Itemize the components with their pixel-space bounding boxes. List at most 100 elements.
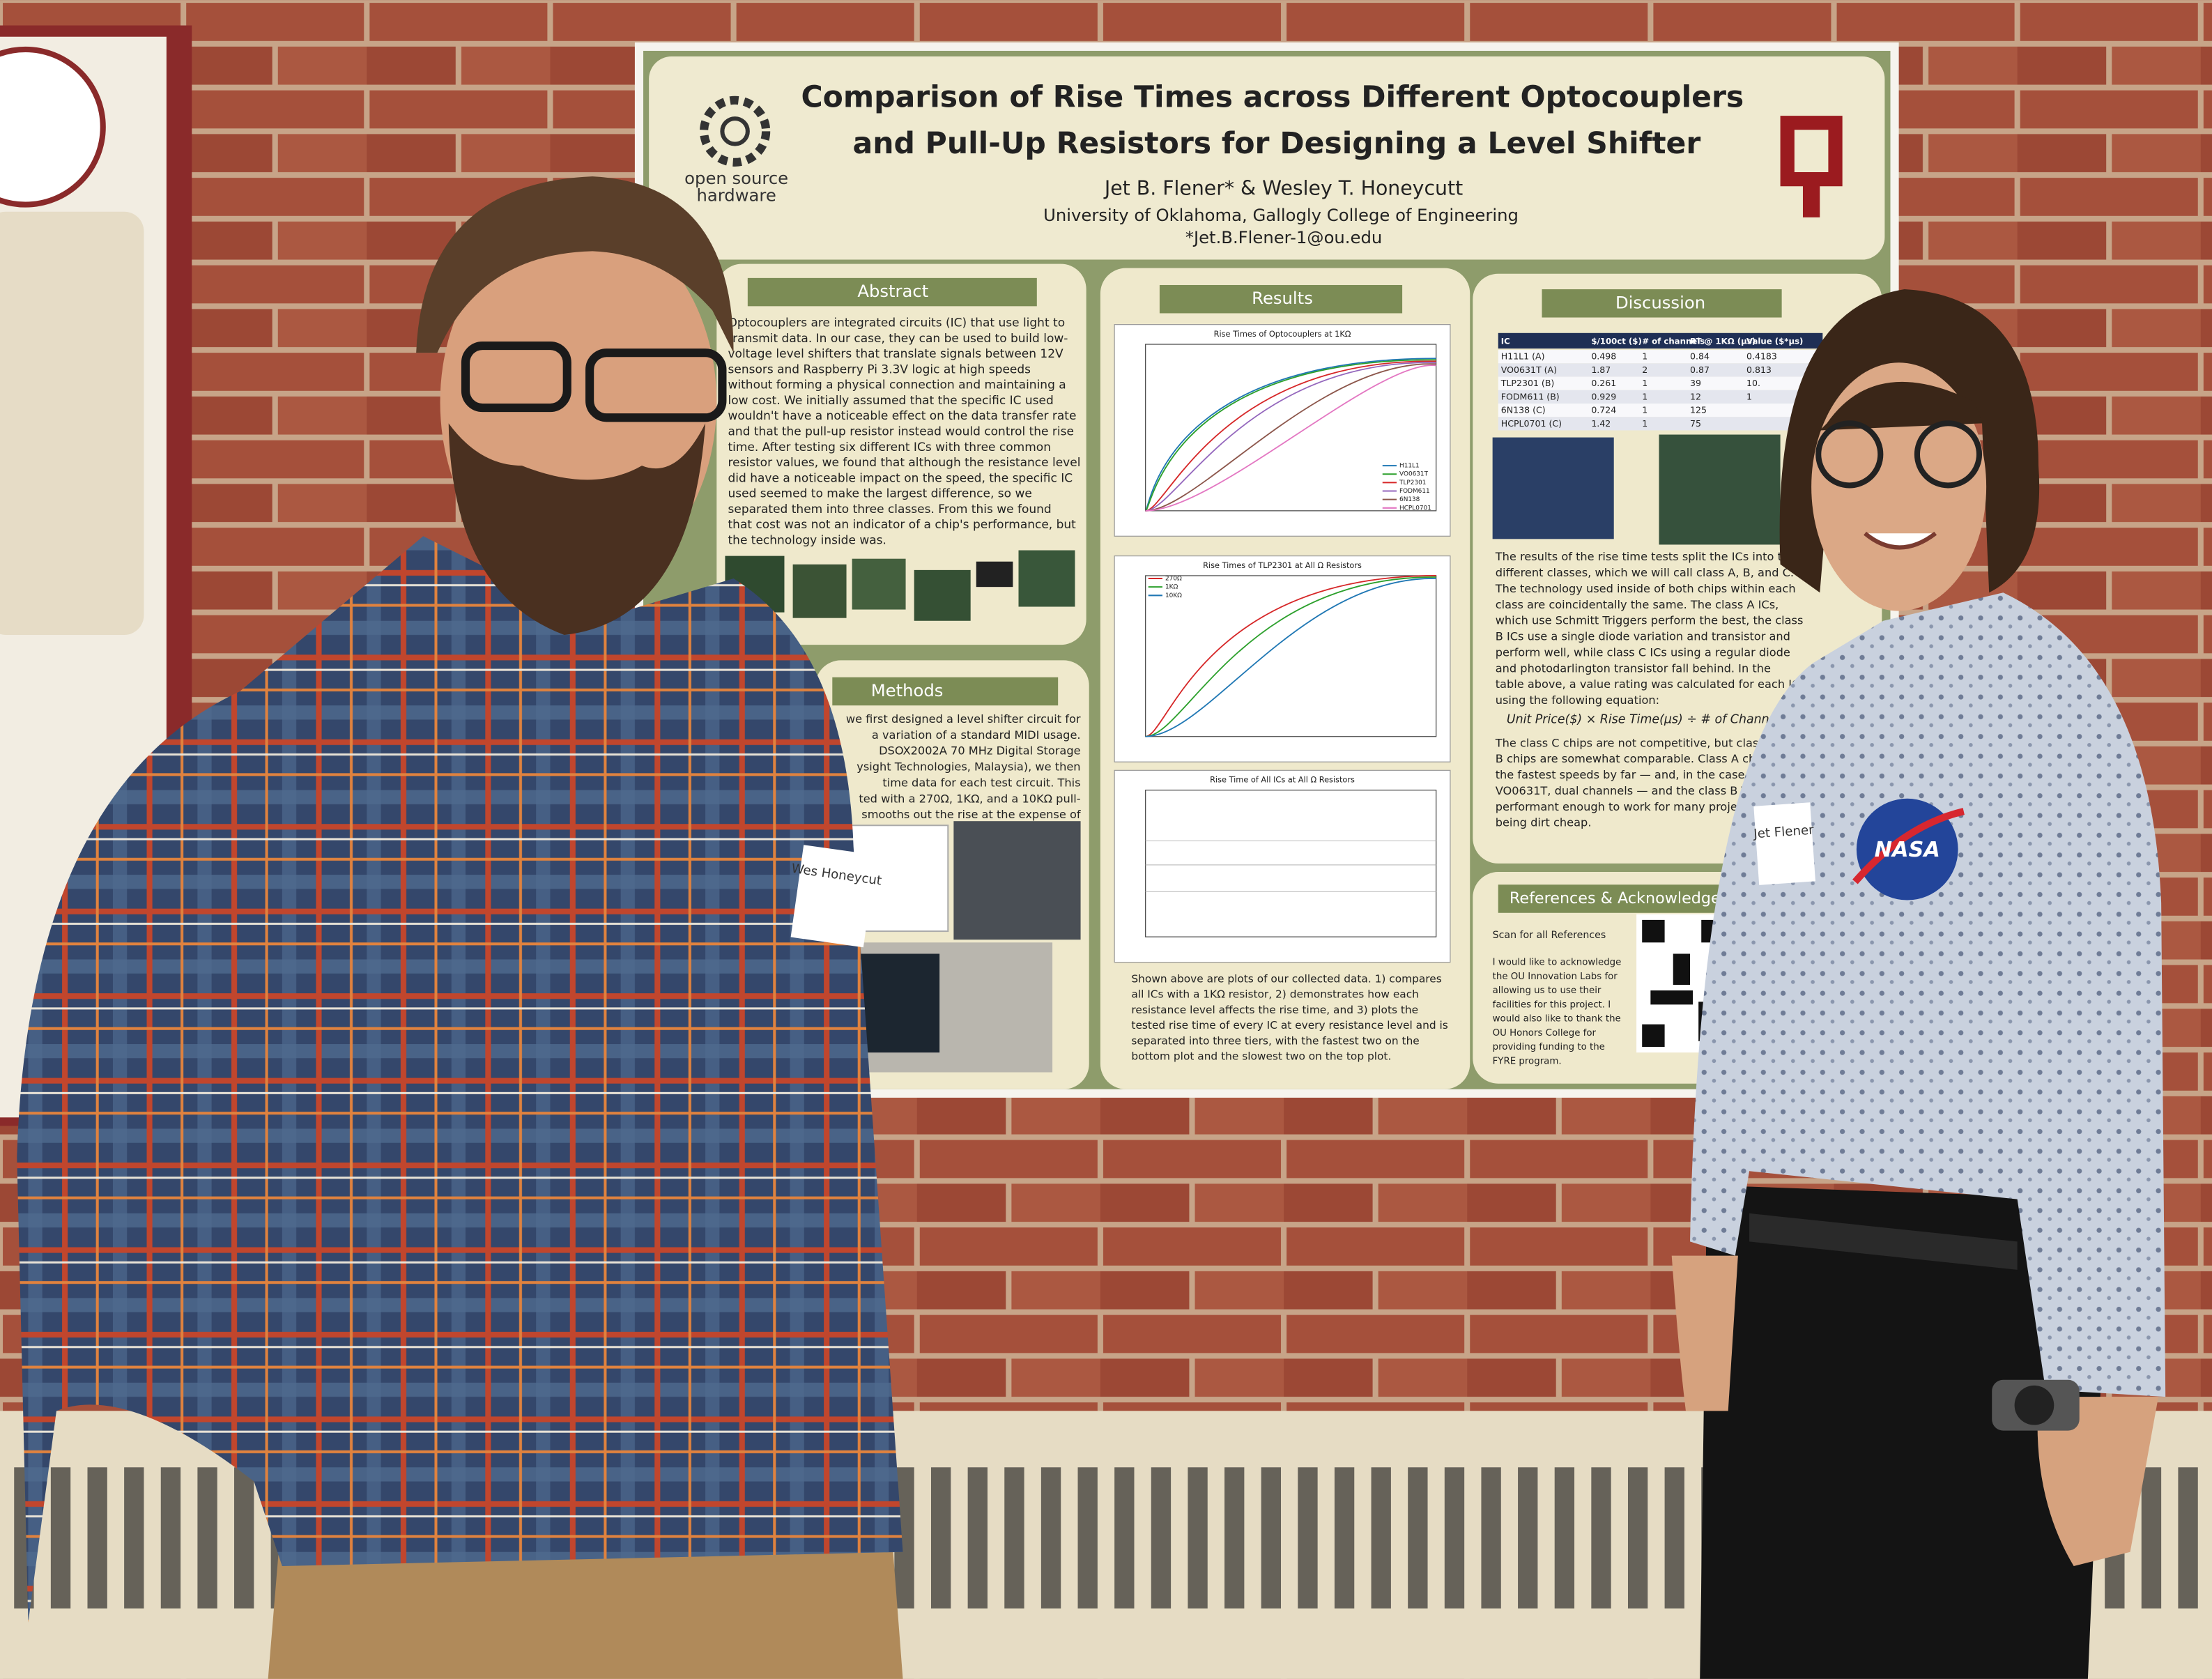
- vent-slot: [1261, 1467, 1282, 1609]
- table-cell: 1.42: [1591, 418, 1611, 429]
- methods-heading-bar: [832, 677, 1059, 706]
- text-line: separated them into three classes. From …: [728, 503, 1052, 516]
- table-cell: VO0631T (A): [1501, 365, 1557, 375]
- qr-module: [1642, 919, 1665, 943]
- text-line: a variation of a standard MIDI usage.: [872, 728, 1081, 742]
- hair: [1779, 289, 2040, 593]
- table-cell: 1: [1642, 391, 1648, 401]
- side-poster-panel: [0, 211, 144, 635]
- text-line: The class C chips are not competitive, b…: [1495, 736, 1776, 749]
- side-poster-logo: [0, 46, 106, 208]
- text-line: smooths out the rise at the expense of: [861, 808, 1081, 821]
- legend-label: VO0631T: [1399, 471, 1429, 478]
- text-line: FYRE program.: [1493, 1056, 1562, 1066]
- text-line: resistor values, we found that although …: [728, 456, 1081, 470]
- table-header: IC: [1501, 336, 1510, 346]
- plot-title: Rise Times of TLP2301 at All Ω Resistors: [1203, 560, 1362, 570]
- legend-label: H11L1: [1399, 463, 1420, 470]
- table-cell: 1: [1642, 351, 1648, 362]
- text-line: perform well, while class C ICs using a …: [1496, 645, 1790, 659]
- table-row-bg: [1498, 390, 1823, 404]
- table-cell: 6N138 (C): [1501, 405, 1546, 415]
- results-heading: Results: [1252, 288, 1313, 308]
- text-line: used seemed to make the largest differen…: [728, 487, 1032, 501]
- discussion-heading: Discussion: [1615, 292, 1705, 312]
- glasses: [585, 348, 727, 422]
- text-line: low cost. We initially assumed that the …: [728, 394, 1054, 408]
- table-header-bg: [1498, 332, 1823, 349]
- methods-heading: Methods: [871, 680, 944, 700]
- table-cell: TLP2301 (B): [1500, 378, 1555, 388]
- table-cell: 1.87: [1591, 365, 1611, 375]
- text-line: separated into three tiers, with the fas…: [1131, 1034, 1419, 1047]
- plot-title: Rise Time of All ICs at All Ω Resistors: [1210, 774, 1355, 784]
- text-line: sensors and Raspberry Pi 3.3V logic at h…: [728, 362, 1031, 376]
- text-line: B ICs use a single diode variation and t…: [1496, 630, 1790, 643]
- vent-slot: [1371, 1467, 1391, 1609]
- vent-slot: [1334, 1467, 1355, 1609]
- table-row-bg: [1498, 404, 1823, 417]
- abstract-heading: Abstract: [857, 281, 928, 301]
- text-line: ysight Technologies, Malaysia), we then: [857, 760, 1080, 774]
- text-line: bottom plot and the slowest two on the t…: [1131, 1050, 1391, 1063]
- table-cell: 125: [1690, 405, 1707, 415]
- text-line: tested rise time of every IC at every re…: [1131, 1019, 1447, 1032]
- text-line: being dirt cheap.: [1496, 816, 1592, 829]
- text-line: different classes, which we will call cl…: [1496, 566, 1794, 579]
- vent-slot: [1224, 1467, 1245, 1609]
- vent-slot: [1664, 1467, 1684, 1609]
- text-line: time. After testing six different ICs wi…: [728, 440, 1051, 454]
- name-tag: Jet Flener: [1753, 802, 1815, 885]
- table-cell: 1: [1642, 378, 1648, 388]
- glasses: [461, 341, 571, 413]
- table-cell: 0.724: [1591, 405, 1616, 415]
- board-photo: [1492, 437, 1614, 539]
- text-line: which use Schmitt Triggers perform the b…: [1496, 614, 1804, 627]
- text-line: that cost was not an indicator of a chip…: [728, 518, 1077, 532]
- text-line: B chips are somewhat comparable. Class A…: [1496, 752, 1772, 765]
- table-cell: 0.4183: [1746, 351, 1777, 362]
- plot-curve: [1145, 363, 1436, 512]
- smile: [1864, 531, 1937, 550]
- patterned-shirt: [1690, 592, 2166, 1397]
- table-row-bg: [1498, 417, 1823, 431]
- text-line: all ICs with a 1KΩ resistor, 2) demonstr…: [1131, 988, 1418, 1001]
- glasses: [1815, 420, 1884, 489]
- vent-slot: [1188, 1467, 1208, 1609]
- table-cell: 12: [1690, 391, 1701, 401]
- table-cell: 0.261: [1591, 378, 1616, 388]
- chip-photo: [1018, 550, 1075, 607]
- chip-photo: [852, 558, 906, 610]
- plot-curve: [1145, 365, 1436, 512]
- text-line: and photodarlington transistor fall behi…: [1496, 661, 1771, 675]
- vent-slot: [1444, 1467, 1465, 1609]
- discussion-heading-bar: [1542, 289, 1782, 318]
- vent-slot: [1077, 1467, 1098, 1609]
- poster-authors: Jet B. Flener* & Wesley T. Honeycutt: [1103, 176, 1463, 199]
- poster-title: and Pull-Up Resistors for Designing a Le…: [853, 127, 1701, 161]
- vent-slot: [2178, 1467, 2198, 1609]
- legend-label: 10KΩ: [1165, 592, 1182, 599]
- plot-frame: [1114, 769, 1451, 963]
- table-header: Value ($*µs): [1746, 336, 1803, 346]
- table-header: $/100ct ($): [1591, 336, 1642, 346]
- qr-module: [1642, 1024, 1665, 1048]
- plots: Rise Times of Optocouplers at 1KΩ Rise Ti…: [1114, 324, 1451, 963]
- table-cell: 75: [1690, 418, 1701, 429]
- text-line: wouldn't have a noticeable effect on the…: [728, 409, 1077, 423]
- methods-text: we first designed a level shifter circui…: [846, 712, 1081, 821]
- table-cell: 0.498: [1591, 351, 1616, 362]
- oshw-gear: [700, 95, 771, 167]
- vent-slot: [1114, 1467, 1135, 1609]
- text-line: and that the pull-up resistor instead wo…: [728, 424, 1074, 438]
- legend-label: 1KΩ: [1165, 584, 1178, 591]
- table-cell: 2: [1642, 365, 1648, 375]
- discussion-text: The results of the rise time tests split…: [1495, 550, 1808, 829]
- table-cell: 1: [1642, 405, 1648, 415]
- glasses: [1914, 420, 1983, 489]
- oshw-gear-hole: [720, 116, 750, 146]
- table-cell: 39: [1690, 378, 1701, 388]
- vent-slot: [1481, 1467, 1501, 1609]
- legend-label: 270Ω: [1165, 576, 1182, 583]
